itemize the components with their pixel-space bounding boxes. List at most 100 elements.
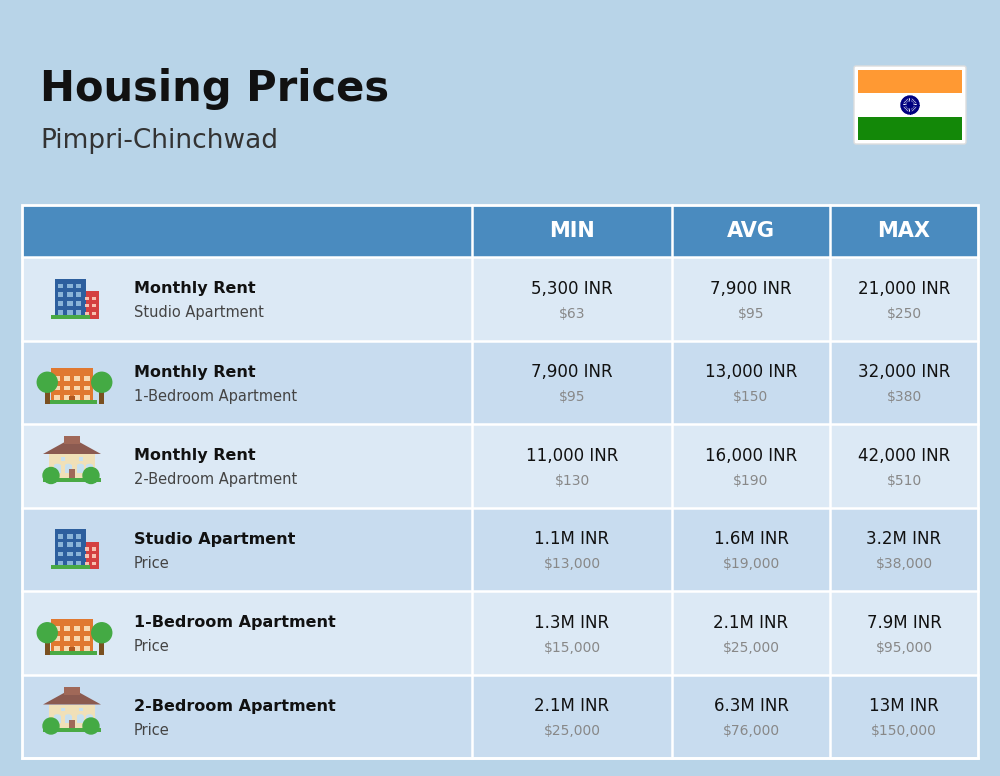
Ellipse shape	[77, 464, 84, 467]
Bar	[50, 315, 90, 319]
Bar	[22, 341, 978, 424]
Bar	[84, 646, 90, 650]
Text: 21,000 INR: 21,000 INR	[858, 280, 950, 298]
Ellipse shape	[77, 714, 84, 717]
Bar	[58, 542, 63, 547]
Bar	[64, 376, 70, 381]
Bar	[47, 400, 97, 404]
Bar	[69, 647, 75, 655]
Bar	[64, 687, 80, 695]
Bar	[67, 310, 73, 315]
Text: $15,000: $15,000	[543, 641, 601, 655]
Text: $95: $95	[559, 390, 585, 404]
Bar	[67, 542, 73, 547]
Bar	[86, 466, 93, 473]
Bar	[49, 705, 95, 732]
Text: Housing Prices: Housing Prices	[40, 68, 389, 110]
Bar	[64, 386, 70, 390]
Text: $130: $130	[554, 474, 590, 488]
Circle shape	[908, 102, 912, 108]
Bar	[45, 390, 50, 404]
Text: MAX: MAX	[878, 221, 930, 241]
Text: 7.9M INR: 7.9M INR	[867, 614, 941, 632]
Text: $76,000: $76,000	[722, 724, 780, 738]
Ellipse shape	[65, 714, 72, 717]
Bar	[54, 626, 60, 631]
Bar	[61, 708, 65, 712]
Bar	[54, 636, 60, 641]
Text: $25,000: $25,000	[544, 724, 600, 738]
Bar	[50, 565, 90, 570]
Bar	[858, 93, 962, 116]
Bar	[74, 396, 80, 400]
Bar	[92, 562, 96, 566]
Text: 13,000 INR: 13,000 INR	[705, 363, 797, 381]
Bar	[85, 312, 89, 315]
Bar	[85, 562, 89, 566]
Text: Studio Apartment: Studio Apartment	[134, 305, 264, 320]
Text: 11,000 INR: 11,000 INR	[526, 447, 618, 465]
Text: Price: Price	[134, 722, 170, 738]
Bar	[76, 292, 81, 296]
Bar	[58, 552, 63, 556]
Ellipse shape	[54, 714, 60, 717]
Bar	[92, 304, 96, 307]
Text: $95,000: $95,000	[875, 641, 933, 655]
Text: 13M INR: 13M INR	[869, 698, 939, 715]
Bar	[54, 529, 86, 570]
Text: 1.1M INR: 1.1M INR	[534, 530, 610, 549]
Circle shape	[37, 623, 57, 643]
Bar	[58, 310, 63, 315]
Text: $190: $190	[733, 474, 769, 488]
Bar	[67, 292, 73, 296]
Bar	[77, 466, 84, 473]
Text: 6.3M INR: 6.3M INR	[714, 698, 788, 715]
Text: 2-Bedroom Apartment: 2-Bedroom Apartment	[134, 473, 297, 487]
Text: $63: $63	[559, 307, 585, 320]
Text: 7,900 INR: 7,900 INR	[531, 363, 613, 381]
Text: 42,000 INR: 42,000 INR	[858, 447, 950, 465]
Bar	[74, 636, 80, 641]
Ellipse shape	[65, 464, 72, 467]
Bar	[22, 508, 978, 591]
Bar	[67, 301, 73, 306]
Bar	[92, 296, 96, 300]
Bar	[84, 396, 90, 400]
Text: Price: Price	[134, 556, 170, 571]
Bar	[76, 561, 81, 566]
Bar	[85, 547, 89, 550]
Text: 1.3M INR: 1.3M INR	[534, 614, 610, 632]
Bar	[92, 547, 96, 550]
Bar	[61, 457, 65, 461]
Circle shape	[904, 99, 916, 111]
Circle shape	[901, 96, 919, 114]
Bar	[79, 457, 83, 461]
Bar	[54, 566, 86, 570]
Circle shape	[83, 718, 99, 734]
Circle shape	[43, 718, 59, 734]
Circle shape	[92, 623, 112, 643]
Text: $380: $380	[886, 390, 922, 404]
Text: 7,900 INR: 7,900 INR	[710, 280, 792, 298]
Bar	[84, 626, 90, 631]
Bar	[84, 636, 90, 641]
Bar	[54, 646, 60, 650]
Bar	[54, 466, 60, 473]
Bar	[43, 477, 101, 481]
Bar	[54, 715, 60, 723]
Bar	[51, 618, 93, 655]
Bar	[99, 390, 104, 404]
Bar	[51, 369, 93, 404]
Bar	[77, 715, 84, 723]
Bar	[64, 436, 80, 444]
Bar	[67, 552, 73, 556]
Bar	[85, 296, 89, 300]
Text: $510: $510	[886, 474, 922, 488]
Bar	[76, 283, 81, 289]
Bar	[86, 715, 93, 723]
Bar	[84, 386, 90, 390]
Polygon shape	[43, 438, 101, 454]
Bar	[74, 386, 80, 390]
Bar	[58, 301, 63, 306]
Text: $25,000: $25,000	[722, 641, 780, 655]
